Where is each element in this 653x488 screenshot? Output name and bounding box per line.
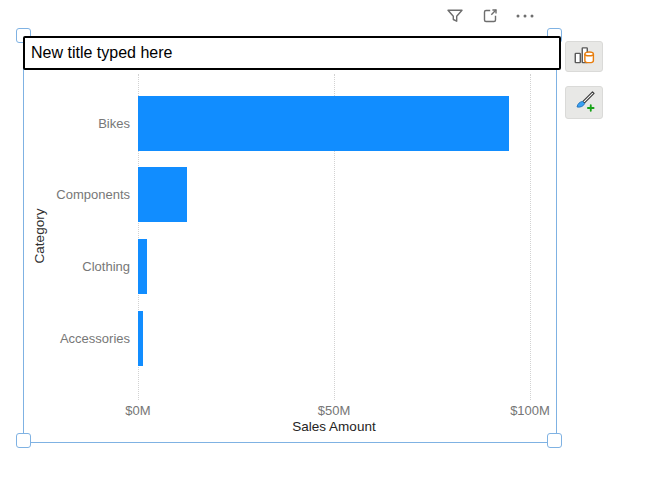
filter-icon[interactable] xyxy=(444,6,466,26)
bar-accessories[interactable] xyxy=(138,311,143,366)
more-options-icon[interactable] xyxy=(514,6,536,26)
visual-header-toolbar xyxy=(444,6,536,26)
build-visual-button[interactable] xyxy=(565,41,603,72)
bar-components[interactable] xyxy=(138,167,187,222)
gridline xyxy=(530,74,531,400)
bar-clothing[interactable] xyxy=(138,239,147,294)
category-label: Components xyxy=(0,167,130,222)
category-label: Accessories xyxy=(0,311,130,366)
x-axis-tick-label: $0M xyxy=(125,403,150,418)
resize-handle-bottom-right[interactable] xyxy=(547,433,562,448)
category-label: Bikes xyxy=(0,96,130,151)
bar-bikes[interactable] xyxy=(138,96,509,151)
format-visual-button[interactable] xyxy=(565,86,603,119)
focus-mode-icon[interactable] xyxy=(479,6,501,26)
x-axis-title: Sales Amount xyxy=(292,419,375,434)
visual-title-input[interactable] xyxy=(23,36,561,70)
format-visual-icon xyxy=(572,89,596,116)
build-visual-icon xyxy=(572,43,596,70)
category-label: Clothing xyxy=(0,239,130,294)
x-axis-tick-label: $50M xyxy=(318,403,351,418)
report-canvas: Category Sales Amount $0M$50M$100MBikesC… xyxy=(0,0,653,488)
x-axis-tick-label: $100M xyxy=(510,403,550,418)
resize-handle-bottom-left[interactable] xyxy=(16,433,31,448)
